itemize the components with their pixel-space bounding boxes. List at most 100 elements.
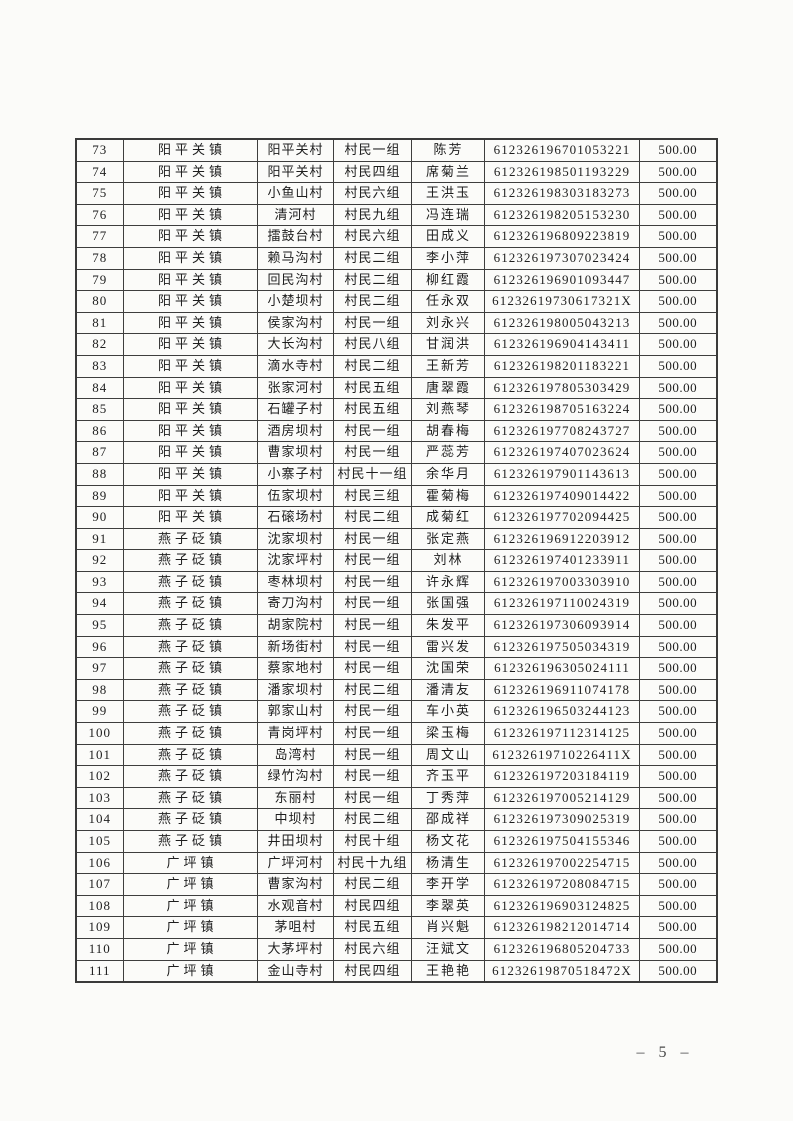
row-index: 95 [75,614,124,637]
group-name: 村民九组 [332,203,412,227]
town-name: 燕子砭镇 [122,614,258,637]
group-name: 村民二组 [332,873,412,896]
row-index: 101 [75,743,124,767]
person-name: 张国强 [410,592,485,616]
amount: 500.00 [638,937,718,961]
table-row: 78 阳平关镇 赖马沟村 村民二组 李小萍 612326197307023424 500.0… [75,246,718,270]
person-name: 任永双 [410,290,485,313]
person-name: 车小英 [410,700,485,724]
town-name: 阳平关镇 [122,225,258,248]
id-number: 612326197307023424 [483,246,640,270]
town-name: 阳平关镇 [122,398,258,421]
village-name: 阳平关村 [256,138,334,162]
village-name: 曹家沟村 [256,873,334,896]
town-name: 燕子砭镇 [122,743,258,767]
village-name: 井田坝村 [256,830,334,853]
amount: 500.00 [638,549,718,572]
town-name: 阳平关镇 [122,268,258,292]
group-name: 村民二组 [332,246,412,270]
person-name: 肖兴魁 [410,916,485,939]
town-name: 燕子砭镇 [122,527,258,551]
group-name: 村民五组 [332,376,412,400]
row-index: 109 [75,916,124,939]
amount: 500.00 [638,657,718,680]
id-number: 612326197708243727 [483,419,640,443]
town-name: 燕子砭镇 [122,700,258,724]
town-name: 阳平关镇 [122,246,258,270]
amount: 500.00 [638,225,718,248]
town-name: 广坪镇 [122,916,258,939]
person-name: 沈国荣 [410,657,485,680]
table-row: 97 燕子砭镇 蔡家地村 村民一组 沈国荣 612326196305024111 500.0… [75,657,718,680]
table-row: 106 广坪镇 广坪河村 村民十九组 杨清生 612326197002254715 500.… [75,851,718,875]
table-row: 103 燕子砭镇 东丽村 村民一组 丁秀萍 612326197005214129 500.0… [75,786,718,810]
row-index: 103 [75,786,124,810]
person-name: 齐玉平 [410,765,485,788]
person-name: 陈芳 [410,138,485,162]
row-index: 81 [75,311,124,335]
person-name: 霍菊梅 [410,484,485,508]
table-row: 75 阳平关镇 小鱼山村 村民六组 王洪玉 612326198303183273 500.0… [75,182,718,205]
amount: 500.00 [638,592,718,616]
village-name: 小楚坝村 [256,290,334,313]
group-name: 村民六组 [332,182,412,205]
town-name: 阳平关镇 [122,419,258,443]
id-number: 612326196911074178 [483,678,640,702]
amount: 500.00 [638,635,718,659]
group-name: 村民六组 [332,225,412,248]
id-number: 612326196503244123 [483,700,640,724]
village-name: 潘家坝村 [256,678,334,702]
person-name: 刘永兴 [410,311,485,335]
table-row: 94 燕子砭镇 寄刀沟村 村民一组 张国强 612326197110024319 500.0… [75,592,718,616]
village-name: 侯家沟村 [256,311,334,335]
amount: 500.00 [638,700,718,724]
row-index: 92 [75,549,124,572]
person-name: 刘林 [410,549,485,572]
town-name: 阳平关镇 [122,354,258,378]
amount: 500.00 [638,462,718,486]
group-name: 村民三组 [332,484,412,508]
amount: 500.00 [638,290,718,313]
table-row: 93 燕子砭镇 枣林坝村 村民一组 许永辉 612326197003303910 500.0… [75,570,718,594]
row-index: 75 [75,182,124,205]
table-row: 99 燕子砭镇 郭家山村 村民一组 车小英 612326196503244123 500.0… [75,700,718,724]
row-index: 78 [75,246,124,270]
amount: 500.00 [638,570,718,594]
table-row: 79 阳平关镇 回民沟村 村民二组 柳红霞 612326196901093447 500.0… [75,268,718,292]
row-index: 73 [75,138,124,162]
row-index: 77 [75,225,124,248]
id-number: 612326198705163224 [483,398,640,421]
village-name: 大茅坪村 [256,937,334,961]
records-body: 73 阳平关镇 阳平关村 村民一组 陈芳 612326196701053221 500.00… [75,138,718,983]
group-name: 村民五组 [332,398,412,421]
group-name: 村民二组 [332,808,412,831]
row-index: 84 [75,376,124,400]
person-name: 成菊红 [410,506,485,529]
village-name: 金山寺村 [256,959,334,983]
person-name: 张定燕 [410,527,485,551]
row-index: 102 [75,765,124,788]
group-name: 村民一组 [332,549,412,572]
table-row: 86 阳平关镇 酒房坝村 村民一组 胡春梅 612326197708243727 500.0… [75,419,718,443]
town-name: 广坪镇 [122,937,258,961]
person-name: 朱发平 [410,614,485,637]
group-name: 村民四组 [332,894,412,918]
person-name: 余华月 [410,462,485,486]
group-name: 村民一组 [332,311,412,335]
row-index: 99 [75,700,124,724]
person-name: 王洪玉 [410,182,485,205]
row-index: 97 [75,657,124,680]
group-name: 村民一组 [332,743,412,767]
village-name: 张家河村 [256,376,334,400]
row-index: 82 [75,333,124,356]
village-name: 绿竹沟村 [256,765,334,788]
amount: 500.00 [638,203,718,227]
table-row: 74 阳平关镇 阳平关村 村民四组 席菊兰 612326198501193229 500.0… [75,160,718,184]
row-index: 110 [75,937,124,961]
person-name: 许永辉 [410,570,485,594]
id-number: 612326198205153230 [483,203,640,227]
person-name: 严蕊芳 [410,441,485,464]
id-number: 612326196904143411 [483,333,640,356]
village-name: 广坪河村 [256,851,334,875]
amount: 500.00 [638,916,718,939]
